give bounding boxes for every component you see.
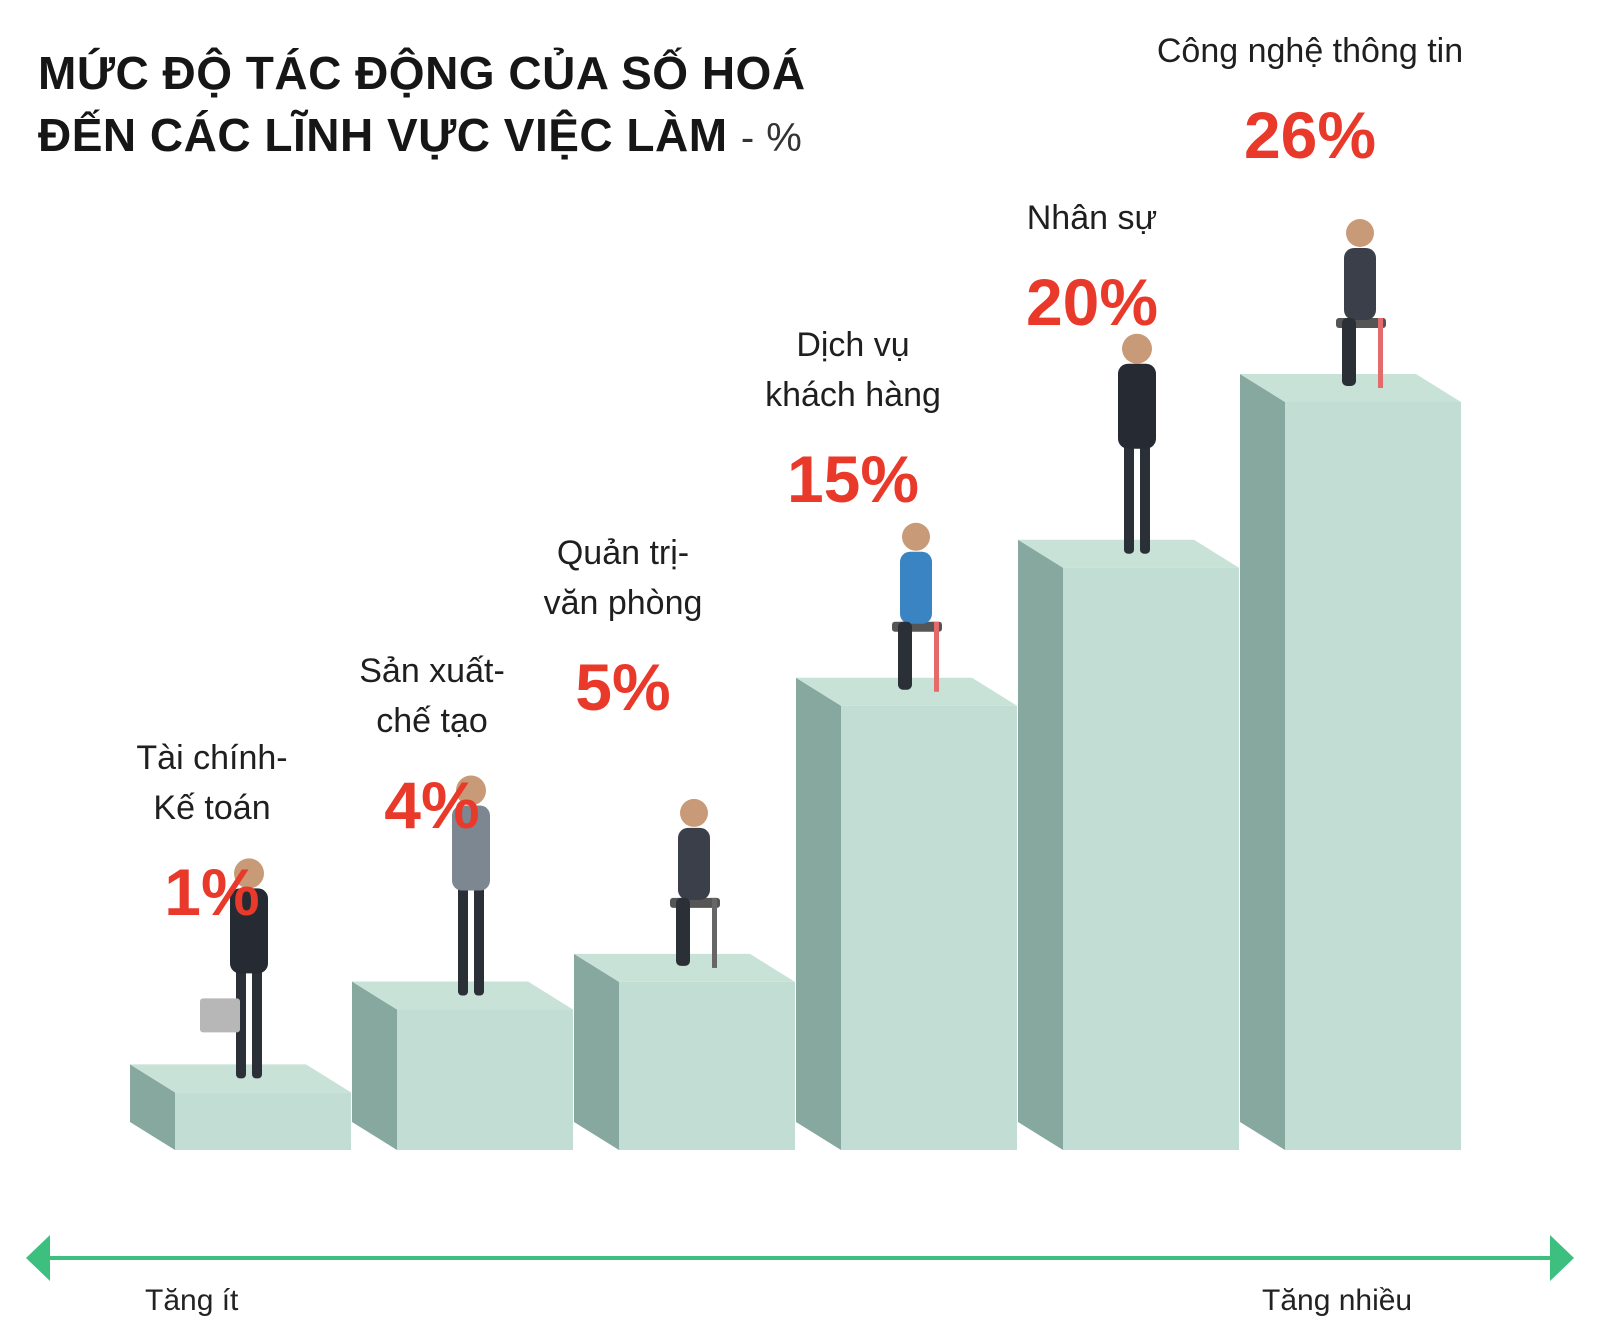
bar-label-1: Tài chính- Kế toán 1% [136, 739, 287, 929]
category-label-line: văn phòng [544, 584, 703, 622]
bar-side-face [574, 953, 619, 1150]
bar-side-face [1240, 374, 1285, 1150]
person-leg-left [236, 968, 246, 1079]
bar-front-face [175, 1092, 351, 1150]
person-torso [1118, 363, 1156, 449]
person-leg-right [1140, 443, 1150, 554]
bars-group [130, 374, 1461, 1150]
bar-top-face [1240, 374, 1461, 402]
labels-group: Tài chính- Kế toán 1% Sản xuất-chế tạo 4% Quả… [136, 32, 1463, 929]
person-figure-6 [1336, 219, 1386, 388]
person-torso [452, 805, 490, 891]
person-figure-2 [452, 775, 490, 996]
bar-label-4: Dịch vụ khách hàng 15% [765, 326, 941, 516]
person-figure-1 [200, 858, 268, 1079]
category-label-line: khách hàng [765, 376, 941, 414]
person-torso [900, 551, 932, 624]
category-label-line: Tài chính- [136, 739, 287, 777]
bar-4 [796, 677, 1017, 1150]
chair-leg [934, 621, 939, 692]
bar-3 [574, 953, 795, 1150]
person-leg-left [1124, 443, 1134, 554]
axis-right-label: Tăng nhiều [1262, 1284, 1413, 1317]
bar-6 [1240, 374, 1461, 1150]
person-head [902, 522, 930, 551]
axis-arrow [26, 1235, 1574, 1281]
axis-left-label: Tăng ít [145, 1284, 239, 1317]
bar-front-face [1285, 402, 1461, 1150]
bar-label-3: Quản trị-văn phòng 5% [544, 534, 703, 724]
person-leg [676, 897, 690, 966]
person-leg-right [252, 968, 262, 1079]
bar-label-6: Công nghệ thông tin 26% [1157, 32, 1463, 172]
person-head [456, 775, 486, 806]
bar-side-face [130, 1064, 175, 1150]
bar-front-face [1063, 567, 1239, 1150]
value-label: 5% [575, 650, 670, 724]
value-label: 1% [164, 855, 259, 929]
person-figure-4 [892, 522, 942, 692]
briefcase [200, 998, 240, 1033]
bar-label-5: Nhân sự 20% [1026, 199, 1158, 339]
person-figure-5 [1118, 333, 1156, 554]
category-label-line: Dịch vụ [796, 326, 909, 364]
person-head [234, 858, 264, 889]
bar-label-2: Sản xuất-chế tạo 4% [359, 652, 505, 842]
person-torso [230, 888, 268, 974]
category-label-line: chế tạo [376, 702, 488, 740]
bar-front-face [397, 1009, 573, 1150]
person-head [1122, 333, 1152, 364]
bar-5 [1018, 539, 1239, 1150]
category-label-line: Quản trị- [557, 534, 689, 572]
person-leg [1342, 318, 1356, 386]
value-label: 26% [1244, 98, 1376, 172]
axis-left-arrowhead [26, 1235, 50, 1281]
person-figure-3 [670, 798, 720, 968]
bar-side-face [352, 981, 397, 1150]
person-leg-left [458, 885, 468, 996]
bar-2 [352, 981, 573, 1150]
chart-title: MỨC ĐỘ TÁC ĐỘNG CỦA SỐ HOÁ ĐẾN CÁC LĨNH … [38, 42, 806, 169]
title-line-2: ĐẾN CÁC LĨNH VỰC VIỆC LÀM - % [38, 104, 806, 169]
bar-side-face [1018, 539, 1063, 1150]
title-line-2-text: ĐẾN CÁC LĨNH VỰC VIỆC LÀM [38, 109, 728, 161]
chair-leg [712, 897, 717, 968]
bar-side-face [796, 677, 841, 1150]
bar-top-face [796, 677, 1017, 706]
chair-leg [1378, 318, 1383, 388]
category-label-line: Sản xuất- [359, 652, 505, 690]
person-head [680, 798, 708, 827]
person-leg-right [474, 885, 484, 996]
title-unit: - % [740, 116, 803, 160]
bar-top-face [574, 953, 795, 982]
axis-right-arrowhead [1550, 1235, 1574, 1281]
person-leg [898, 621, 912, 690]
people-group [200, 219, 1386, 1079]
person-torso [1344, 248, 1376, 320]
bar-front-face [841, 705, 1017, 1150]
category-label-line: Nhân sự [1027, 199, 1158, 237]
person-torso [678, 827, 710, 900]
value-label: 20% [1026, 265, 1158, 339]
title-line-1: MỨC ĐỘ TÁC ĐỘNG CỦA SỐ HOÁ [38, 47, 806, 99]
category-label-line: Công nghệ thông tin [1157, 32, 1463, 70]
value-label: 4% [384, 768, 479, 842]
bar-1 [130, 1064, 351, 1150]
bar-front-face [619, 981, 795, 1150]
value-label: 15% [787, 442, 919, 516]
category-label-line: Kế toán [153, 789, 270, 827]
person-head [1346, 219, 1374, 247]
